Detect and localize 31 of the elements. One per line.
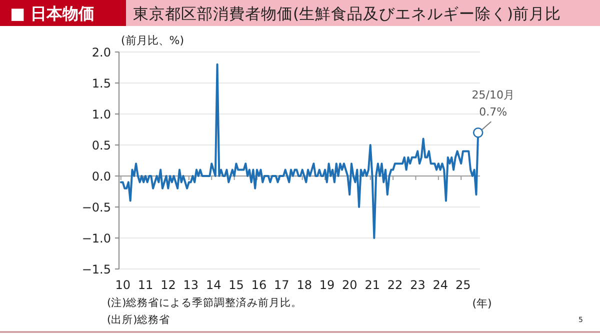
y-tick-label: −0.5: [82, 200, 111, 214]
x-tick-label: 25: [455, 278, 471, 292]
y-tick-label: 0.0: [92, 170, 111, 184]
y-tick-label: −1.5: [82, 262, 111, 276]
y-tick-label: 1.0: [92, 108, 111, 122]
x-tick-label: 15: [228, 278, 244, 292]
x-tick-label: 12: [160, 278, 176, 292]
x-tick-label: 24: [432, 278, 448, 292]
x-tick-label: 17: [274, 278, 290, 292]
y-tick-label: 1.5: [92, 76, 111, 90]
x-tick-label: 18: [296, 278, 312, 292]
text: (出所)総務省: [107, 313, 170, 326]
y-tick-label: −1.0: [82, 232, 111, 246]
annotation: 25/10月 0.7%: [472, 88, 514, 119]
x-tick-label: 23: [410, 278, 426, 292]
x-tick-label: 13: [183, 278, 199, 292]
text: (注)総務省による季節調整済み前月比。: [107, 296, 302, 309]
y-tick-label: 0.5: [92, 138, 111, 152]
chart-title: ■ 日本物価: [10, 4, 95, 23]
chart-subtitle: 東京都区部消費者物価(生鮮食品及びエネルギー除く)前月比: [133, 5, 562, 23]
x-axis-title: (年): [472, 297, 492, 310]
x-tick-label: 14: [206, 278, 222, 292]
x-tick-label: 19: [319, 278, 335, 292]
x-tick-label: 11: [138, 278, 154, 292]
x-tick-label: 10: [115, 278, 131, 292]
y-tick-label: 2.0: [92, 46, 111, 60]
x-tick-label: 16: [251, 278, 267, 292]
x-tick-label: 21: [364, 278, 380, 292]
x-tick-label: 22: [387, 278, 403, 292]
y-axis-title: (前月比、%): [121, 34, 184, 47]
x-tick-label: 20: [342, 278, 358, 292]
